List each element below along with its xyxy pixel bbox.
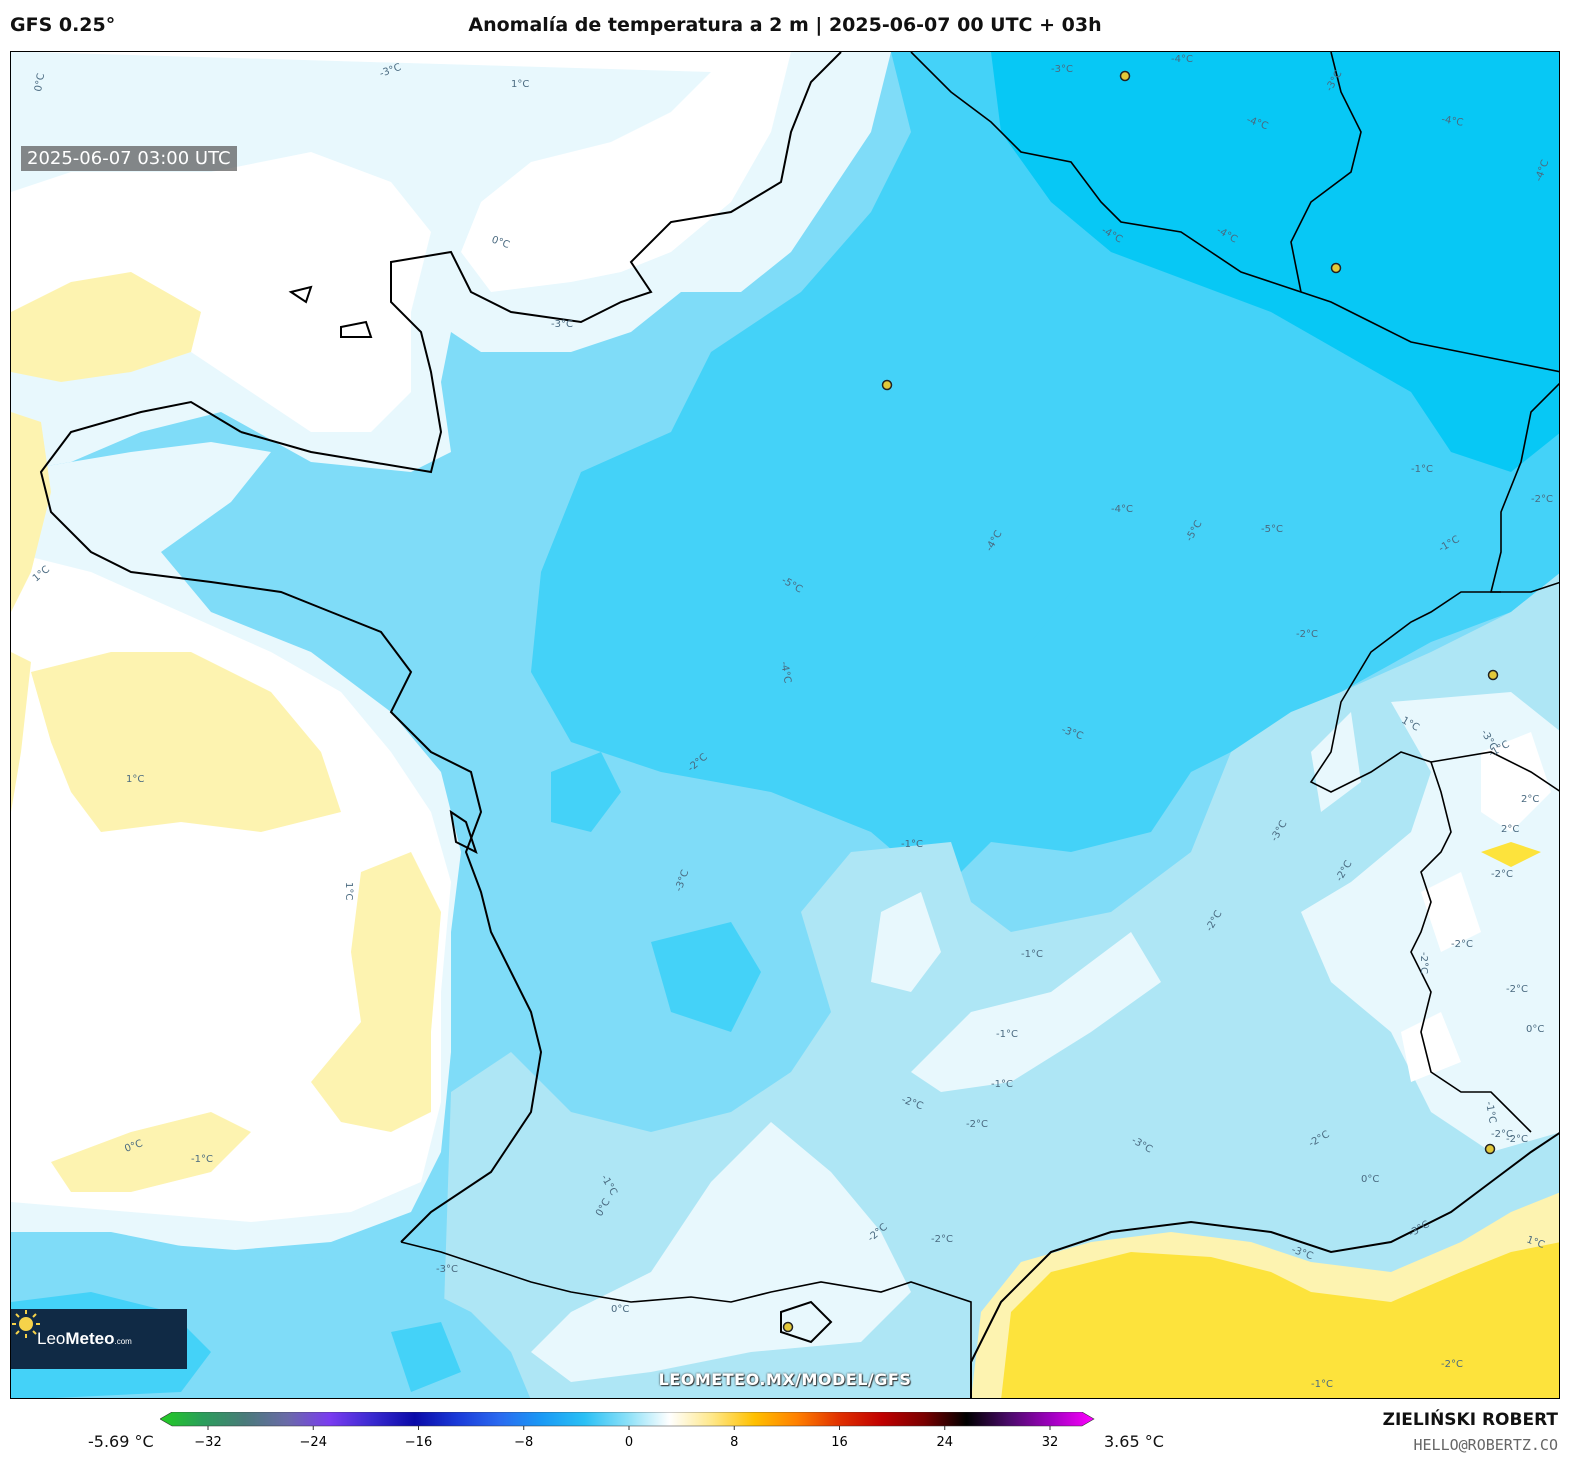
contour-label: -2°C bbox=[1418, 952, 1429, 974]
colorbar-tick-label: 16 bbox=[831, 1435, 848, 1450]
anomaly-m5-area-east bbox=[1151, 522, 1341, 682]
logo-text: LeoMeteo.com bbox=[37, 1329, 132, 1348]
contour-label: -1°C bbox=[901, 839, 923, 850]
colorbar-tick-label: 0 bbox=[625, 1435, 633, 1450]
border-switzerland-italy bbox=[1309, 591, 1532, 1133]
coastline-corsica bbox=[780, 1300, 833, 1344]
author-email: HELLO@ROBERTZ.CO bbox=[1413, 1436, 1559, 1454]
contour-label: -4°C bbox=[778, 661, 793, 685]
anomaly-zero-area-north bbox=[11, 52, 791, 432]
anomaly-m1-area-central bbox=[871, 892, 1161, 1092]
contour-label: -4°C bbox=[1111, 504, 1133, 515]
border-pyrenees bbox=[400, 1241, 972, 1362]
temperature-anomaly-map[interactable]: 0°C -3°C 1°C 0°C -3°C -3°C -4°C -4°C -4°C -4°C -4°… bbox=[10, 51, 1560, 1399]
contour-label: -2°C bbox=[1441, 1359, 1463, 1370]
coastline-channel bbox=[240, 52, 842, 474]
city-marker-4[interactable] bbox=[1487, 669, 1499, 681]
contour-labels: 0°C-3°C1°C0°C-3°C-3°C-4°C-4°C -4°C-4°C -4°… bbox=[31, 54, 1553, 1390]
model-name: GFS 0.25° bbox=[10, 14, 116, 36]
map-canvas: 0°C-3°C1°C0°C-3°C-3°C-4°C-4°C -4°C-4°C -4°… bbox=[11, 52, 1559, 1398]
contour-label: 0°C bbox=[1361, 1174, 1379, 1185]
anomaly-pos1-area-northwest bbox=[11, 272, 201, 382]
contour-label: -5°C bbox=[1261, 524, 1283, 535]
contour-label: 0°C bbox=[33, 73, 47, 93]
coastline-island-2 bbox=[340, 320, 373, 338]
contour-label: -1°C bbox=[991, 1079, 1013, 1090]
contour-label: -2°C bbox=[1506, 984, 1528, 995]
contour-label: 0°C bbox=[611, 1304, 629, 1315]
coastlines bbox=[39, 52, 1559, 1398]
contour-label: -1°C bbox=[191, 1154, 213, 1165]
anomaly-pos1-area-atlantic-c bbox=[51, 1112, 251, 1192]
valid-time-label: 2025-06-07 03:00 UTC bbox=[21, 146, 237, 171]
contour-label: 1°C bbox=[126, 774, 144, 785]
contour-label: -2°C bbox=[966, 1119, 988, 1130]
coastline-island-1 bbox=[288, 285, 313, 304]
contour-label: -4°C bbox=[1171, 54, 1193, 65]
contour-label: -3°C bbox=[1051, 64, 1073, 75]
city-marker-6[interactable] bbox=[782, 1321, 794, 1333]
coastline-island-3 bbox=[449, 809, 478, 854]
anomaly-pos1-area-atlantic-a bbox=[31, 652, 341, 832]
anomaly-pos2-area-med bbox=[1001, 1242, 1559, 1398]
model-url-watermark: LEOMETEO.MX/MODEL/GFS bbox=[658, 1370, 912, 1389]
contour-label: 2°C bbox=[1521, 794, 1539, 805]
anomaly-m4-area-southwest bbox=[551, 752, 621, 832]
city-marker-3[interactable] bbox=[881, 379, 893, 391]
author-name: ZIELIŃSKI ROBERT bbox=[1382, 1410, 1558, 1430]
contour-label: -3°C bbox=[436, 1264, 458, 1275]
coastline-atlantic bbox=[39, 400, 543, 1243]
colorbar-tick-label: 8 bbox=[730, 1435, 738, 1450]
anomaly-m4-area-southcentral bbox=[651, 922, 761, 1032]
contour-label: -1°C bbox=[1483, 1101, 1498, 1125]
contour-label: -2°C bbox=[1491, 869, 1513, 880]
contour-label: -2°C bbox=[1506, 1134, 1528, 1145]
contour-label: -1°C bbox=[1021, 949, 1043, 960]
anomaly-m1-area-south bbox=[531, 1122, 911, 1382]
anomaly-pos2-area-alps bbox=[1481, 842, 1541, 867]
contour-label: -2°C bbox=[1531, 494, 1553, 505]
city-marker-1[interactable] bbox=[1119, 70, 1131, 82]
borders bbox=[400, 52, 1559, 1362]
contour-label: 2°C bbox=[1501, 824, 1519, 835]
contour-label: -2°C bbox=[931, 1234, 953, 1245]
contour-label: -4°C bbox=[1440, 114, 1464, 129]
leometeo-logo: LeoMeteo.com bbox=[11, 1309, 187, 1369]
colorbar-min-label: -5.69 °C bbox=[88, 1432, 154, 1451]
coastline-mediterranean bbox=[970, 1132, 1559, 1398]
border-germany-switzerland bbox=[1489, 382, 1559, 593]
contour-label: -1°C bbox=[1311, 1379, 1333, 1390]
colorbar-tick-label: 32 bbox=[1042, 1435, 1059, 1450]
colorbar-scale bbox=[160, 1412, 1095, 1427]
contour-label: -3°C bbox=[551, 319, 573, 330]
colorbar-tick-label: 24 bbox=[936, 1435, 953, 1450]
colorbar-max-label: 3.65 °C bbox=[1104, 1432, 1164, 1451]
border-switzerland-east bbox=[1430, 751, 1559, 792]
anomaly-m5-area-northeast bbox=[991, 52, 1559, 472]
contour-label: -2°C bbox=[1296, 629, 1318, 640]
colorbar-tick-label: −32 bbox=[194, 1435, 221, 1450]
contour-label: 0°C bbox=[1526, 1024, 1544, 1035]
contour-label: -2°C bbox=[1491, 1129, 1513, 1140]
city-markers bbox=[782, 70, 1499, 1333]
colorbar-tick-label: −24 bbox=[300, 1435, 327, 1450]
border-luxembourg bbox=[1290, 52, 1362, 293]
anomaly-pos1-area-west-edge bbox=[11, 412, 51, 812]
colorbar-ticks: −32 −24 −16 −8 0 8 16 24 32 bbox=[194, 1426, 1058, 1450]
anomaly-zero-area-east bbox=[1401, 732, 1551, 1082]
colorbar-tick-label: −8 bbox=[514, 1435, 533, 1450]
colorbar-tick-label: −16 bbox=[405, 1435, 432, 1450]
city-marker-5[interactable] bbox=[1484, 1143, 1496, 1155]
city-marker-2[interactable] bbox=[1330, 262, 1342, 274]
contour-label: 1°C bbox=[343, 882, 354, 900]
anomaly-pos1-area-atlantic-b bbox=[311, 852, 441, 1132]
colorbar: −32 −24 −16 −8 0 8 16 24 32 bbox=[160, 1412, 1095, 1450]
contour-label: -1°C bbox=[996, 1029, 1018, 1040]
contour-label: 1°C bbox=[511, 79, 529, 90]
chart-title: Anomalía de temperatura a 2 m | 2025-06-… bbox=[468, 14, 1102, 36]
anomaly-m5-area-center bbox=[681, 502, 1071, 732]
border-belgium bbox=[910, 52, 1559, 373]
contour-label: -2°C bbox=[1451, 939, 1473, 950]
contour-label: -1°C bbox=[1411, 464, 1433, 475]
